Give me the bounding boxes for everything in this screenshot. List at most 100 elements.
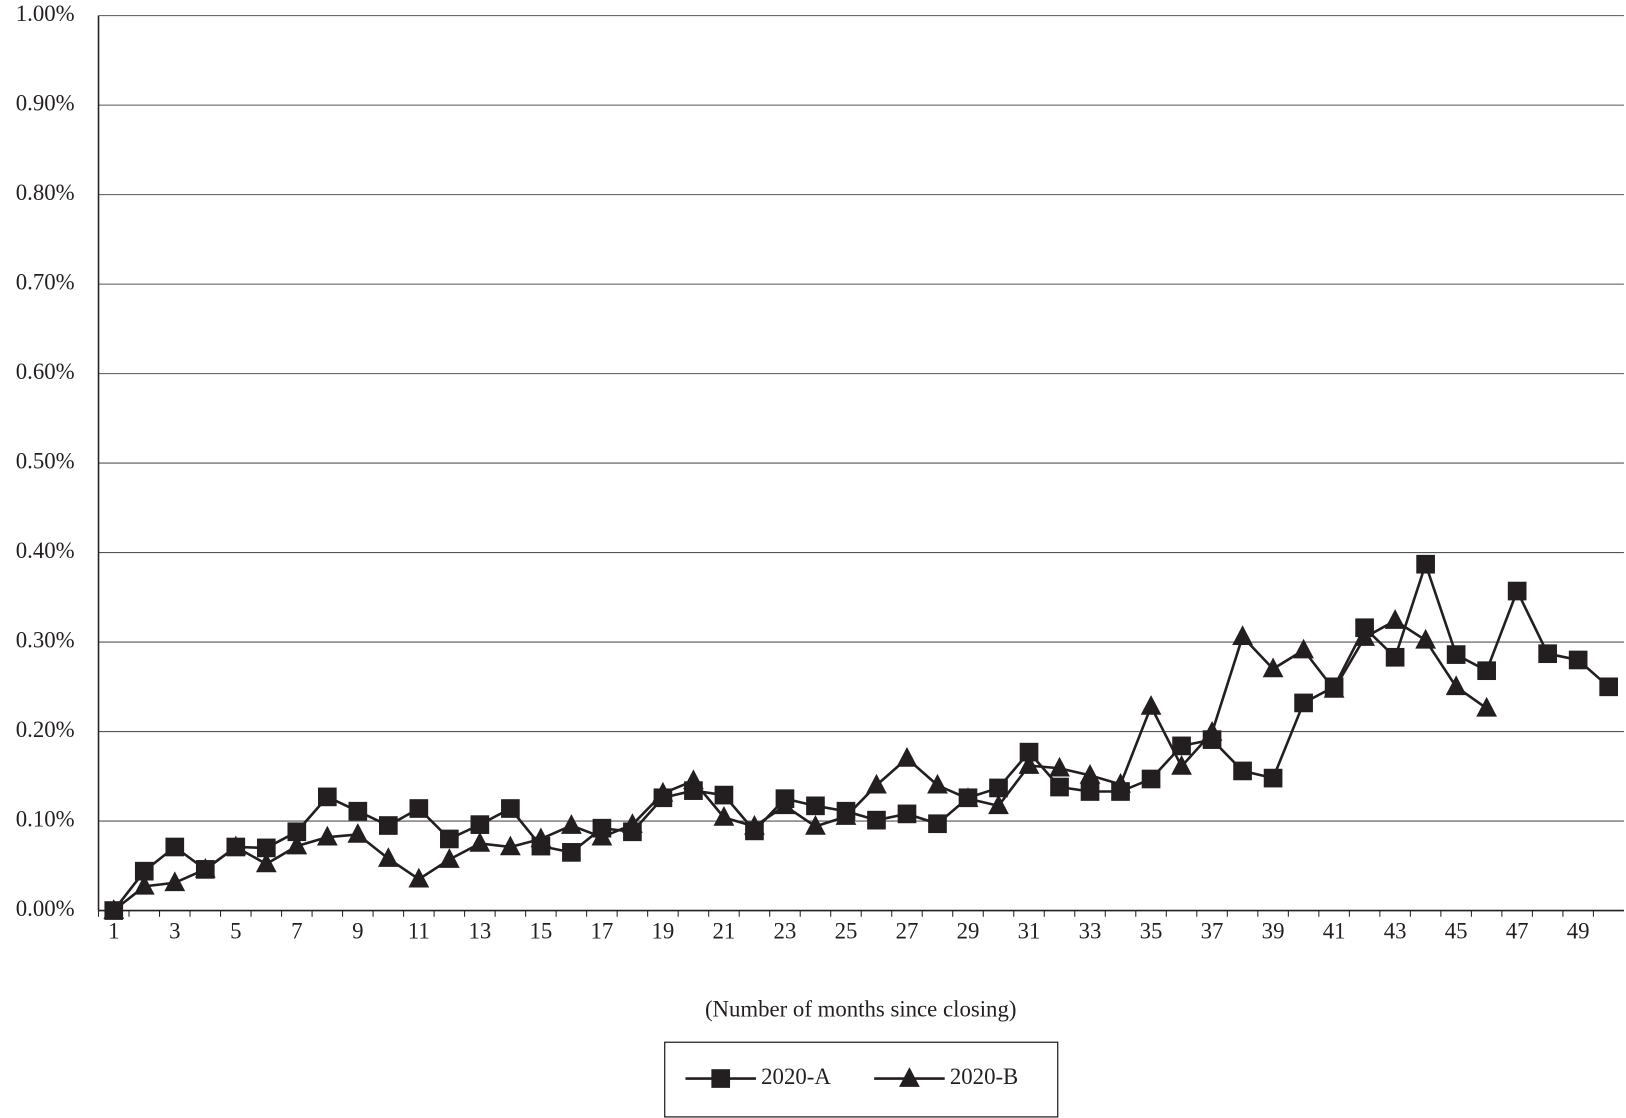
marker [256, 838, 276, 858]
marker [1385, 647, 1405, 667]
marker [225, 835, 247, 856]
x-tick-label: 49 [1567, 919, 1590, 944]
x-tick-label: 13 [468, 919, 491, 944]
legend-box [664, 1041, 1059, 1118]
y-tick-label: 0.40% [16, 538, 75, 563]
marker [562, 843, 581, 862]
x-tick-label: 7 [291, 919, 302, 944]
x-tick-label: 37 [1201, 919, 1224, 944]
marker [379, 816, 398, 835]
x-tick-label: 25 [835, 919, 858, 944]
marker [1445, 675, 1467, 696]
marker [165, 837, 185, 857]
marker [897, 804, 917, 824]
marker [1416, 554, 1435, 574]
marker [1018, 754, 1040, 774]
marker [927, 773, 948, 794]
x-tick-label: 43 [1384, 919, 1407, 944]
marker [164, 871, 186, 892]
marker [1263, 768, 1283, 788]
marker [988, 794, 1009, 815]
marker [1415, 628, 1436, 649]
y-tick-label: 0.00% [16, 896, 75, 921]
marker [1019, 742, 1039, 762]
marker [255, 852, 277, 873]
y-tick-label: 0.60% [16, 359, 75, 384]
x-tick-label: 9 [352, 919, 363, 944]
marker [194, 857, 216, 878]
marker [1568, 650, 1588, 670]
marker [683, 769, 704, 790]
x-tick-label: 19 [652, 919, 675, 944]
marker [774, 794, 796, 815]
marker [1080, 782, 1100, 801]
marker [470, 815, 490, 834]
marker [286, 834, 308, 855]
marker [835, 805, 857, 825]
x-tick-label: 29 [957, 919, 980, 944]
x-tick-label: 11 [408, 919, 430, 944]
marker [867, 810, 886, 830]
marker [1110, 772, 1131, 793]
marker [591, 825, 613, 846]
series-line [112, 619, 1488, 912]
marker [1384, 609, 1406, 629]
marker [1141, 769, 1161, 789]
marker [103, 899, 125, 919]
marker [711, 1069, 731, 1088]
y-tick-label: 0.30% [16, 627, 75, 652]
marker [1323, 678, 1345, 698]
y-tick-label: 0.90% [16, 90, 75, 115]
y-tick-label: 0.70% [16, 269, 75, 294]
marker [440, 829, 459, 849]
y-tick-label: 1.00% [16, 1, 75, 26]
marker [1538, 644, 1557, 664]
x-tick-label: 45 [1445, 919, 1468, 944]
marker [1446, 645, 1466, 664]
marker [408, 867, 430, 888]
legend-label: 2020-A [761, 1064, 831, 1089]
x-tick-label: 27 [896, 919, 919, 944]
marker [713, 806, 735, 826]
marker [1171, 755, 1192, 775]
marker [561, 814, 582, 834]
marker [1140, 695, 1162, 715]
marker [469, 832, 491, 852]
marker [1050, 777, 1069, 797]
marker [347, 823, 369, 843]
marker [866, 773, 887, 794]
x-axis-label: (Number of months since closing) [705, 996, 1017, 1021]
marker [1293, 638, 1314, 659]
marker [1201, 721, 1223, 741]
marker [1294, 693, 1313, 713]
marker [806, 796, 825, 816]
marker [1477, 661, 1496, 681]
marker [957, 787, 979, 807]
marker [652, 781, 674, 802]
y-tick-label: 0.20% [16, 717, 75, 742]
x-tick-label: 35 [1140, 919, 1163, 944]
legend-label: 2020-B [950, 1064, 1018, 1089]
marker [1476, 696, 1498, 717]
marker [1079, 763, 1101, 784]
marker [989, 778, 1008, 798]
marker [1354, 626, 1375, 646]
marker [317, 787, 337, 807]
x-tick-label: 5 [230, 919, 241, 944]
marker [438, 848, 460, 868]
x-tick-label: 21 [713, 919, 736, 944]
marker [287, 822, 307, 842]
marker [1172, 736, 1191, 756]
y-tick-label: 0.50% [16, 448, 75, 473]
x-tick-label: 33 [1079, 919, 1102, 944]
marker [501, 799, 520, 818]
x-tick-label: 41 [1323, 919, 1346, 944]
marker [896, 746, 918, 767]
marker [377, 847, 399, 867]
marker [530, 827, 552, 848]
marker [348, 801, 368, 821]
marker [500, 835, 521, 856]
marker [928, 814, 947, 834]
x-tick-label: 1 [108, 919, 119, 944]
